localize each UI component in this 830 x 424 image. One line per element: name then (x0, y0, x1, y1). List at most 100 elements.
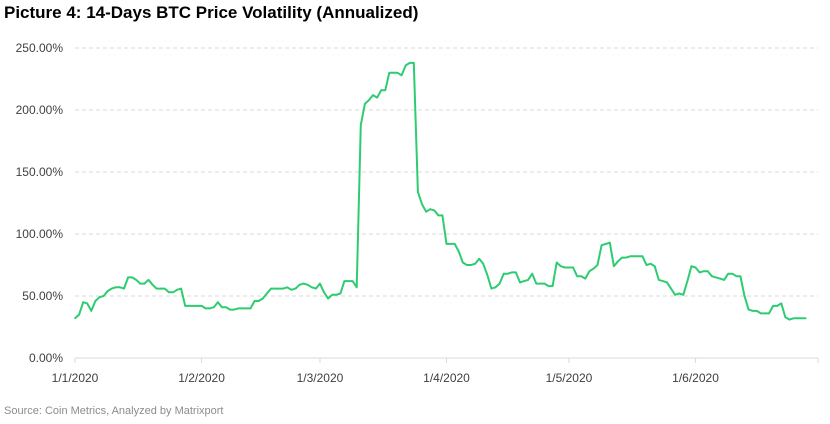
data-point (543, 282, 546, 285)
data-point (715, 276, 717, 279)
data-point (694, 266, 697, 269)
data-point (164, 287, 166, 290)
data-points (74, 62, 807, 321)
data-point (539, 282, 542, 285)
chart-title: Picture 4: 14-Days BTC Price Volatility … (4, 3, 419, 22)
data-point (302, 282, 305, 285)
data-point (380, 89, 382, 91)
data-point (233, 308, 236, 311)
data-point (613, 265, 615, 268)
gridlines (75, 47, 818, 297)
data-point (511, 271, 513, 274)
data-point (372, 94, 374, 96)
data-point (396, 72, 399, 74)
data-point (331, 293, 333, 296)
data-point (323, 291, 325, 294)
data-point (147, 279, 150, 281)
data-point (466, 264, 468, 266)
data-point (796, 317, 799, 320)
data-point (376, 96, 378, 99)
data-point (184, 305, 187, 307)
x-tick-label: 1/4/2020 (423, 371, 470, 385)
data-point (547, 285, 550, 287)
data-point (743, 295, 746, 297)
data-point (576, 275, 578, 277)
data-point (384, 89, 387, 91)
data-point (257, 300, 260, 302)
data-point (486, 274, 489, 276)
data-point (678, 292, 680, 295)
data-point (229, 308, 231, 311)
data-point (772, 305, 774, 307)
data-point (176, 289, 178, 291)
data-point (351, 280, 354, 282)
data-point (192, 305, 195, 307)
data-point (784, 316, 787, 318)
data-point (78, 313, 80, 316)
data-point (298, 284, 301, 286)
data-point (449, 243, 452, 245)
data-point (645, 264, 648, 266)
data-point (706, 270, 709, 273)
data-point (649, 262, 652, 265)
data-point (208, 307, 211, 310)
data-point (474, 262, 476, 265)
data-point (221, 306, 223, 308)
data-point (690, 265, 693, 268)
data-point (335, 293, 338, 296)
data-point (662, 280, 664, 282)
data-point (180, 287, 182, 290)
y-tick-label: 150.00% (16, 165, 64, 179)
data-point (498, 282, 501, 285)
data-point (551, 285, 554, 287)
data-point (270, 287, 272, 290)
data-point (686, 280, 689, 282)
data-point (719, 277, 721, 280)
x-tick-label: 1/5/2020 (546, 371, 593, 385)
data-point (731, 272, 734, 275)
x-tick-label: 1/2/2020 (178, 371, 225, 385)
data-point (204, 307, 207, 310)
data-point (788, 318, 791, 321)
data-point (343, 280, 346, 282)
source-note: Source: Coin Metrics, Analyzed by Matrix… (4, 405, 224, 417)
data-point (441, 214, 444, 217)
data-point (286, 286, 289, 289)
x-tick-label: 1/3/2020 (297, 371, 344, 385)
data-point (698, 271, 701, 274)
data-point (768, 312, 770, 315)
data-point (155, 287, 158, 290)
data-point (200, 305, 203, 307)
data-point (266, 292, 268, 295)
data-point (445, 243, 448, 245)
data-point (506, 272, 509, 275)
data-point (294, 287, 297, 290)
data-point (429, 208, 431, 210)
data-point (86, 302, 89, 305)
data-point (568, 266, 570, 269)
data-point (747, 308, 750, 311)
data-point (310, 286, 313, 289)
data-point (580, 275, 583, 277)
data-point (421, 203, 423, 206)
data-point (494, 286, 497, 289)
data-point (755, 310, 758, 312)
data-point (188, 305, 191, 307)
data-point (792, 317, 795, 320)
data-point (102, 295, 105, 297)
data-point (413, 62, 415, 64)
data-point (637, 255, 640, 258)
data-point (564, 266, 566, 269)
data-point (674, 293, 676, 296)
data-point (453, 243, 456, 245)
data-point (119, 286, 121, 289)
data-point (457, 250, 460, 253)
data-point (482, 262, 485, 265)
data-point (278, 287, 280, 290)
data-point (588, 270, 591, 273)
data-point (523, 280, 525, 282)
data-point (470, 264, 472, 266)
data-point (306, 284, 309, 286)
volatility-series-line (74, 61, 806, 321)
